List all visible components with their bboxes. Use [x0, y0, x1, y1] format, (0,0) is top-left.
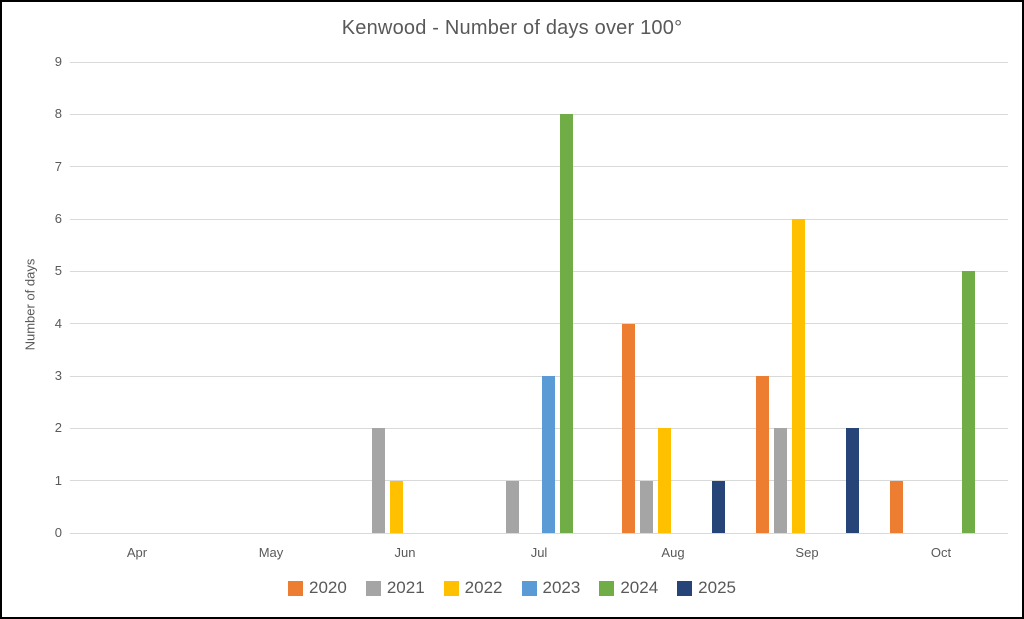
bar-2024-jul [559, 114, 573, 533]
bar-2025-aug [711, 480, 725, 533]
bar-2020-oct [889, 480, 903, 533]
gridline [70, 218, 1008, 220]
bar-2024-oct [961, 271, 975, 533]
bar-2022-sep [791, 219, 805, 533]
y-tick-label: 1 [54, 472, 62, 488]
legend-label: 2023 [542, 578, 581, 597]
y-tick-label: 9 [54, 54, 62, 69]
bar-2021-jun [371, 428, 385, 533]
bar-2022-jun [389, 480, 403, 533]
gridline [70, 375, 1008, 377]
gridline [70, 270, 1008, 272]
legend-swatch-2020 [288, 580, 304, 596]
legend-swatch-2022 [443, 580, 459, 596]
bar-2021-sep [773, 428, 787, 533]
chart-title: Kenwood - Number of days over 100° [341, 17, 683, 39]
y-axis-title: Number of days [22, 258, 38, 351]
bar-2020-aug [621, 323, 635, 533]
y-tick-label: 6 [54, 211, 62, 226]
gridline [70, 480, 1008, 482]
legend-item-2025: 2025 [677, 578, 736, 598]
legend-item-2020: 2020 [288, 578, 347, 598]
legend-swatch-2023 [521, 580, 537, 596]
y-tick-label: 2 [54, 420, 62, 436]
legend-label: 2021 [386, 578, 425, 597]
gridline [70, 113, 1008, 115]
bar-2025-sep [845, 428, 859, 533]
legend-swatch-2025 [677, 580, 693, 596]
y-tick-label: 3 [54, 368, 62, 383]
x-axis-line [70, 532, 1008, 534]
gridline [70, 166, 1008, 168]
legend-item-2021: 2021 [365, 578, 425, 598]
x-axis-label-apr: Apr [126, 545, 148, 560]
gridline [70, 323, 1008, 325]
bar-2020-sep [755, 376, 769, 533]
plot-area [70, 61, 1008, 534]
legend-swatch-2024 [599, 580, 615, 596]
legend-item-2023: 2023 [521, 578, 581, 598]
legend-item-2022: 2022 [443, 578, 503, 598]
x-axis-label-jun: Jun [394, 545, 416, 560]
legend-label: 2024 [620, 578, 659, 597]
gridline [70, 61, 1008, 63]
legend: 2020 2021 2022 2023 2024 2025 [2, 578, 1022, 598]
bar-2023-jul [541, 376, 555, 533]
legend-label: 2025 [698, 578, 736, 597]
y-tick-label: 7 [54, 158, 62, 174]
y-tick-label: 8 [54, 106, 62, 122]
x-axis-label-may: May [258, 545, 284, 560]
x-axis-label-oct: Oct [930, 545, 952, 560]
gridline [70, 427, 1008, 429]
x-axis-label-jul: Jul [530, 545, 548, 560]
bar-2021-jul [505, 480, 519, 533]
x-axis-label-sep: Sep [795, 545, 819, 560]
legend-label: 2022 [464, 578, 503, 597]
y-tick-label: 4 [54, 315, 62, 331]
bar-2021-aug [639, 480, 653, 533]
y-tick-label: 5 [54, 263, 62, 279]
legend-swatch-2021 [365, 580, 381, 596]
x-axis-label-aug: Aug [661, 545, 685, 560]
y-tick-label: 0 [54, 525, 62, 540]
legend-item-2024: 2024 [599, 578, 658, 598]
bar-2022-aug [657, 428, 671, 533]
legend-label: 2020 [309, 578, 347, 597]
